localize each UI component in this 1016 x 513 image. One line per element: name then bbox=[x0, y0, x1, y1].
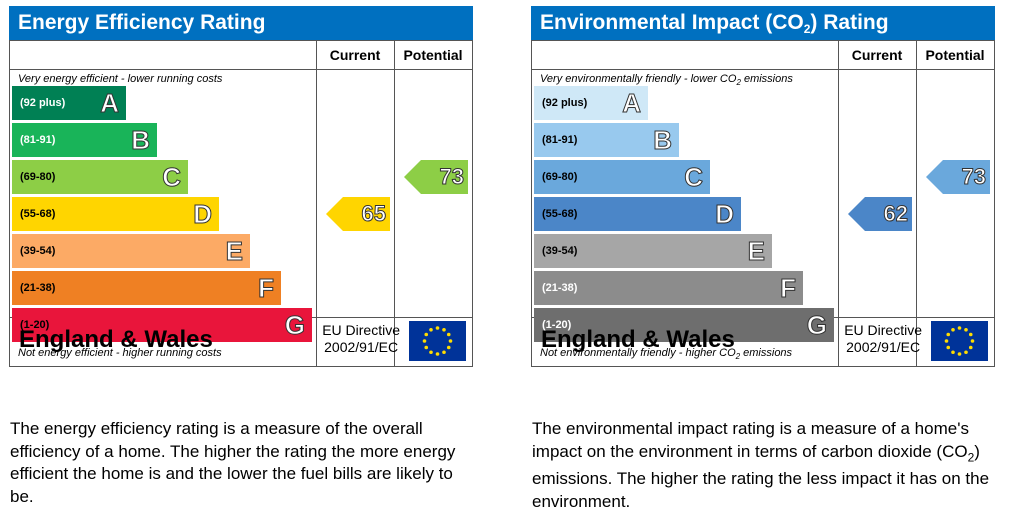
rating-arrow-shape bbox=[404, 160, 468, 194]
env-footer: England & Wales EU Directive 2002/91/EC bbox=[532, 316, 994, 366]
energy-eu-directive: EU Directive 2002/91/EC bbox=[322, 322, 400, 355]
band-a: (92 plus) A bbox=[534, 86, 648, 120]
energy-bottom-note: Not energy efficient - higher running co… bbox=[18, 347, 222, 359]
band-letter: B bbox=[131, 125, 151, 156]
band-b: (81-91) B bbox=[534, 123, 679, 157]
rating-arrow-shape bbox=[326, 197, 390, 231]
band-range-label: (21-38) bbox=[542, 282, 578, 294]
energy-country-label: England & Wales bbox=[19, 326, 213, 353]
eu-stars bbox=[422, 326, 453, 356]
energy-top-note: Very energy efficient - lower running co… bbox=[18, 73, 223, 85]
environmental-impact-panel: Environmental Impact (CO2) Rating Curren… bbox=[531, 6, 995, 367]
env-eu-directive: EU Directive 2002/91/EC bbox=[844, 322, 922, 355]
env-bottom-note: Not environmentally friendly - higher CO… bbox=[540, 347, 793, 362]
band-range-label: (81-91) bbox=[20, 134, 56, 146]
band-letter: E bbox=[747, 236, 765, 267]
energy-potential-header: Potential bbox=[403, 47, 463, 63]
energy-current-arrow: 65 bbox=[326, 197, 390, 231]
band-f: (21-38) F bbox=[534, 271, 803, 305]
env-current-header: Current bbox=[851, 47, 903, 63]
band-g: (1-20) G bbox=[534, 308, 834, 342]
band-letter: A bbox=[622, 88, 642, 119]
band-letter: G bbox=[284, 310, 305, 341]
band-letter: F bbox=[258, 273, 275, 304]
band-g: (1-20) G bbox=[12, 308, 312, 342]
current-rating-value: 62 bbox=[883, 201, 909, 227]
env-current-arrow: 62 bbox=[848, 197, 912, 231]
rating-arrow-shape bbox=[926, 160, 990, 194]
band-letter: G bbox=[806, 310, 827, 341]
energy-potential-arrow: 73 bbox=[404, 160, 468, 194]
eu-stars bbox=[944, 326, 975, 356]
band-letter: E bbox=[225, 236, 243, 267]
potential-rating-value: 73 bbox=[439, 164, 465, 190]
energy-footer: England & Wales EU Directive 2002/91/EC bbox=[10, 316, 472, 366]
eu-flag-icon bbox=[931, 321, 988, 361]
band-letter: C bbox=[162, 162, 182, 193]
env-chart-title: Environmental Impact (CO2) Rating bbox=[531, 6, 995, 40]
band-range-label: (81-91) bbox=[542, 134, 578, 146]
env-rating-box: Current Potential Very environmentally f… bbox=[531, 40, 995, 367]
band-a: (92 plus) A bbox=[12, 86, 126, 120]
band-range-label: (92 plus) bbox=[542, 97, 588, 109]
band-letter: D bbox=[193, 199, 213, 230]
env-potential-header: Potential bbox=[925, 47, 985, 63]
band-range-label: (1-20) bbox=[20, 319, 50, 331]
band-d: (55-68) D bbox=[12, 197, 219, 231]
env-description: The environmental impact rating is a mea… bbox=[532, 419, 990, 511]
rating-arrow-shape bbox=[848, 197, 912, 231]
potential-rating-value: 73 bbox=[961, 164, 987, 190]
energy-description: The energy efficiency rating is a measur… bbox=[10, 419, 456, 506]
band-d: (55-68) D bbox=[534, 197, 741, 231]
energy-rating-box: Current Potential Very energy efficient … bbox=[9, 40, 473, 367]
current-rating-value: 65 bbox=[361, 201, 387, 227]
band-letter: A bbox=[100, 88, 120, 119]
band-c: (69-80) C bbox=[12, 160, 188, 194]
env-country-label: England & Wales bbox=[541, 326, 735, 353]
env-top-note: Very environmentally friendly - lower CO… bbox=[540, 73, 793, 88]
band-range-label: (55-68) bbox=[542, 208, 578, 220]
band-range-label: (69-80) bbox=[20, 171, 56, 183]
band-range-label: (21-38) bbox=[20, 282, 56, 294]
energy-current-header: Current bbox=[329, 47, 381, 63]
band-letter: F bbox=[780, 273, 797, 304]
energy-efficiency-panel: Energy Efficiency Rating Current Potenti… bbox=[9, 6, 473, 367]
band-range-label: (1-20) bbox=[542, 319, 572, 331]
band-range-label: (55-68) bbox=[20, 208, 56, 220]
eu-flag-icon bbox=[409, 321, 466, 361]
band-f: (21-38) F bbox=[12, 271, 281, 305]
energy-chart-title: Energy Efficiency Rating bbox=[9, 6, 473, 40]
band-e: (39-54) E bbox=[534, 234, 772, 268]
band-letter: D bbox=[715, 199, 735, 230]
band-c: (69-80) C bbox=[534, 160, 710, 194]
band-e: (39-54) E bbox=[12, 234, 250, 268]
band-letter: B bbox=[653, 125, 673, 156]
band-range-label: (39-54) bbox=[542, 245, 578, 257]
band-range-label: (92 plus) bbox=[20, 97, 66, 109]
band-range-label: (39-54) bbox=[20, 245, 56, 257]
band-b: (81-91) B bbox=[12, 123, 157, 157]
env-potential-arrow: 73 bbox=[926, 160, 990, 194]
band-range-label: (69-80) bbox=[542, 171, 578, 183]
band-letter: C bbox=[684, 162, 704, 193]
